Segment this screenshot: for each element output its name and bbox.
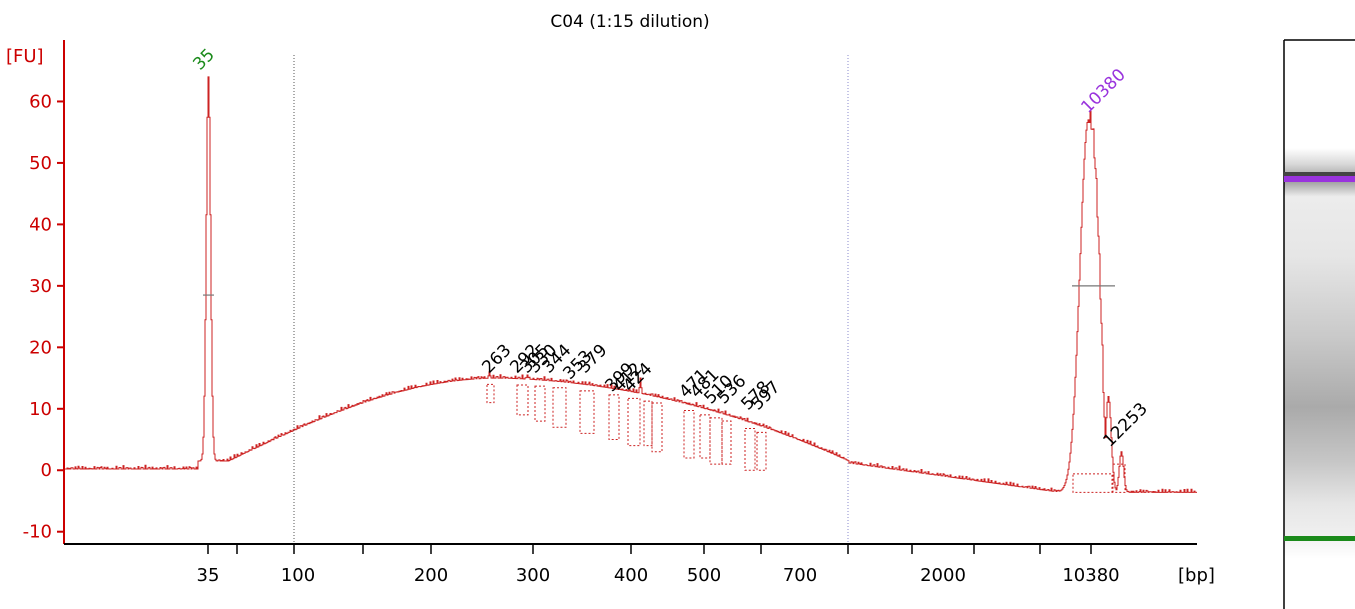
x-tick-label: 10380 bbox=[1062, 565, 1119, 586]
peak-box bbox=[709, 417, 723, 465]
y-tick-label: 50 bbox=[29, 153, 52, 174]
peak-box bbox=[627, 397, 641, 447]
peak-box bbox=[643, 400, 653, 447]
y-tick-label: 0 bbox=[41, 460, 52, 481]
x-tick-label: 200 bbox=[414, 565, 448, 586]
y-tick-label: 20 bbox=[29, 337, 52, 358]
peak-box bbox=[608, 394, 620, 441]
y-tick-label: 40 bbox=[29, 214, 52, 235]
peak-box bbox=[744, 427, 756, 471]
peak-box bbox=[683, 410, 695, 459]
upper-marker-label: 10380 bbox=[1077, 65, 1129, 117]
x-tick-label: 2000 bbox=[920, 565, 966, 586]
peak-box bbox=[516, 384, 529, 416]
trace-line bbox=[65, 76, 1197, 493]
x-tick-label: 100 bbox=[281, 565, 315, 586]
y-tick-label: 30 bbox=[29, 276, 52, 297]
y-ticks: -10 0 10 20 30 40 50 60 bbox=[23, 91, 64, 543]
peak-box bbox=[651, 402, 663, 453]
y-tick-label: 60 bbox=[29, 91, 52, 112]
peak-box bbox=[534, 385, 546, 422]
peak-box bbox=[1072, 473, 1113, 493]
lower-marker-label: 35 bbox=[189, 45, 218, 74]
gel-dark-band bbox=[1284, 172, 1355, 178]
gel-lane bbox=[1283, 39, 1355, 609]
x-tick-label: 500 bbox=[687, 565, 721, 586]
peak-box bbox=[699, 414, 711, 459]
y-tick-label: -10 bbox=[23, 522, 52, 543]
chart-title: C04 (1:15 dilution) bbox=[550, 12, 709, 32]
x-tick-label: 35 bbox=[197, 565, 220, 586]
lower-marker-band bbox=[1284, 536, 1355, 541]
peak-box bbox=[486, 383, 495, 404]
axes bbox=[63, 40, 1197, 545]
gel-lane-background bbox=[1284, 40, 1355, 580]
x-tick-label: 300 bbox=[516, 565, 550, 586]
peak-box bbox=[756, 431, 767, 471]
x-tick-label: 400 bbox=[614, 565, 648, 586]
peak-box bbox=[721, 420, 732, 465]
peak-box bbox=[552, 387, 567, 428]
x-tick-label: 700 bbox=[783, 565, 817, 586]
y-tick-label: 10 bbox=[29, 399, 52, 420]
x-ticks: 35 100 200 300 400 500 700 2000 10380 bbox=[197, 544, 1120, 586]
peak-box bbox=[1112, 463, 1126, 493]
peak-box bbox=[579, 390, 595, 434]
y-axis-label: [FU] bbox=[6, 46, 44, 67]
trace-group bbox=[65, 76, 1197, 493]
x-axis-label: [bp] bbox=[1178, 565, 1215, 586]
upper-marker-band bbox=[1284, 176, 1355, 182]
